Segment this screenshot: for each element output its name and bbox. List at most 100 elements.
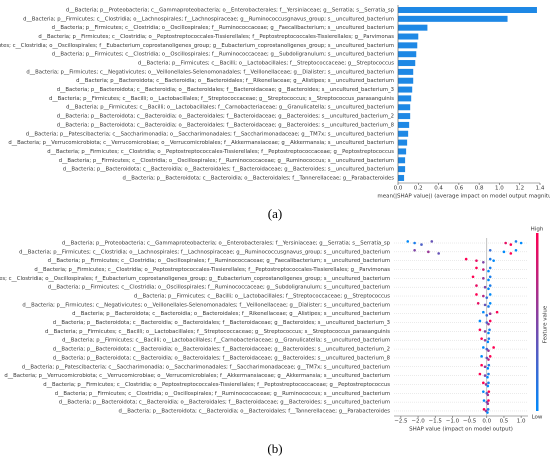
x-tick-label: 0.5 [500, 419, 509, 425]
shap-point [482, 399, 486, 402]
shap-point [478, 328, 482, 332]
shap-point [480, 355, 483, 358]
shap-point [475, 259, 478, 262]
shap-point [475, 284, 478, 287]
shap-point [502, 250, 506, 254]
feature-label: d__Bacteria; p__Firmicutes; c__Clostridi… [19, 249, 390, 255]
shap-point [427, 250, 430, 254]
shap-point [482, 408, 486, 411]
feature-label: d__Bacteria; p__Firmicutes; c__Bacilli; … [138, 61, 394, 67]
bar [398, 174, 405, 181]
shap-point [504, 241, 507, 245]
shap-point [485, 296, 489, 299]
shap-point [420, 243, 423, 246]
x-tick-label: 0.8 [475, 186, 484, 192]
shap-point [488, 328, 491, 332]
bar [398, 148, 407, 155]
shap-point [430, 240, 434, 243]
x-tick-label: 1.0 [517, 419, 526, 425]
feature-label: d__Bacteria; p__Firmicutes; c__Clostridi… [59, 158, 394, 164]
shap-point [478, 319, 482, 323]
feature-label: d__Bacteria; p__Firmicutes; c__Clostridi… [48, 258, 390, 264]
shap-point [480, 363, 483, 367]
shap-point [486, 367, 490, 370]
shap-point [487, 390, 491, 393]
feature-label: d__Bacteria; p__Verrucomicrobiota; c__Ve… [4, 373, 390, 379]
feature-label: d__Bacteria; p__Bacteroidota; c__Bactero… [53, 347, 390, 353]
shap-point [488, 293, 492, 296]
shap-point [486, 402, 490, 406]
bar [398, 77, 414, 84]
shap-point [487, 372, 490, 376]
shap-point [478, 372, 482, 376]
shap-point [486, 408, 490, 411]
shap-point [475, 266, 478, 270]
feature-label: d__Bacteria; p__Firmicutes; c__Clostridi… [48, 285, 390, 291]
shap-point [492, 259, 495, 262]
feature-label: d__Bacteria; p__Firmicutes; c__Bacilli; … [45, 329, 390, 335]
feature-label: d__Bacteria; p__Firmicutes; c__Clostridi… [0, 276, 390, 282]
feature-label: d__Bacteria; p__Firmicutes; c__Bacilli; … [134, 294, 390, 300]
shap-point [437, 252, 440, 255]
shap-point [488, 284, 492, 287]
x-tick-label: 1.2 [515, 186, 524, 192]
bar [398, 60, 416, 67]
feature-label: d__Bacteria; p__Bacteroidota; c__Bactero… [53, 320, 390, 326]
bar [398, 33, 419, 40]
colorbar-label: Feature value [543, 305, 549, 343]
shap-point [486, 411, 489, 414]
shap-point [483, 303, 487, 307]
shap-point [486, 340, 490, 344]
feature-label: d__Bacteria; p__Bacteroidota; c__Bactero… [57, 114, 394, 120]
x-tick-label: 1.4 [536, 186, 545, 192]
shap-point [488, 275, 492, 279]
shap-point [482, 390, 485, 393]
shap-point [487, 399, 490, 402]
feature-label: d__Bacteria; p__Bacteroidota; c__Bactero… [53, 355, 391, 361]
bar [398, 139, 408, 146]
shap-point [487, 305, 490, 308]
bar [398, 104, 411, 111]
shap-point [514, 240, 518, 243]
shap-point [488, 312, 492, 316]
shap-point [487, 331, 490, 335]
shap-point [413, 241, 416, 245]
feature-label: d__Bacteria; p__Firmicutes; c__Clostridi… [47, 149, 394, 155]
bar [398, 7, 537, 13]
bar [398, 157, 406, 164]
feature-label: d__Bacteria; p__Bacteroidota; c__Bactero… [72, 311, 390, 317]
shap-point [487, 322, 490, 326]
shap-point [486, 375, 489, 379]
bar [398, 86, 413, 93]
shap-point [487, 358, 490, 361]
shap-point [486, 393, 490, 397]
panel-label: (b) [267, 441, 282, 456]
shap-point [485, 314, 489, 317]
shap-point [483, 365, 487, 369]
feature-label: d__Bacteria; p__Firmicutes; c__Clostridi… [43, 382, 390, 388]
shap-point [495, 310, 499, 314]
shap-point [487, 363, 491, 367]
feature-label: d__Bacteria; p__Firmicutes; c__Clostridi… [34, 267, 390, 273]
shap-point [464, 257, 468, 261]
feature-label: d__Bacteria; p__Proteobacteria; c__Gamma… [62, 241, 391, 247]
feature-label: d__Bacteria; p__Bacteroidota; c__Bactero… [57, 87, 394, 93]
bar [398, 15, 508, 22]
shap-point [509, 243, 513, 246]
shap-point [475, 293, 478, 296]
feature-label: d__Bacteria; p__Firmicutes; c__Clostridi… [52, 25, 394, 31]
shap-point [480, 337, 483, 340]
shap-point [482, 346, 485, 349]
shap-point [487, 381, 490, 385]
x-tick-label: 0.0 [482, 419, 491, 425]
bar [398, 51, 417, 58]
shap-point [485, 347, 489, 351]
x-tick-label: 0.6 [454, 186, 463, 192]
shap-point [509, 252, 513, 255]
bar [398, 121, 410, 128]
x-axis-label: mean(|SHAP value|) (average impact on mo… [377, 194, 550, 200]
shap-point [406, 240, 410, 243]
shap-point [476, 301, 480, 305]
shap-point [492, 346, 495, 349]
